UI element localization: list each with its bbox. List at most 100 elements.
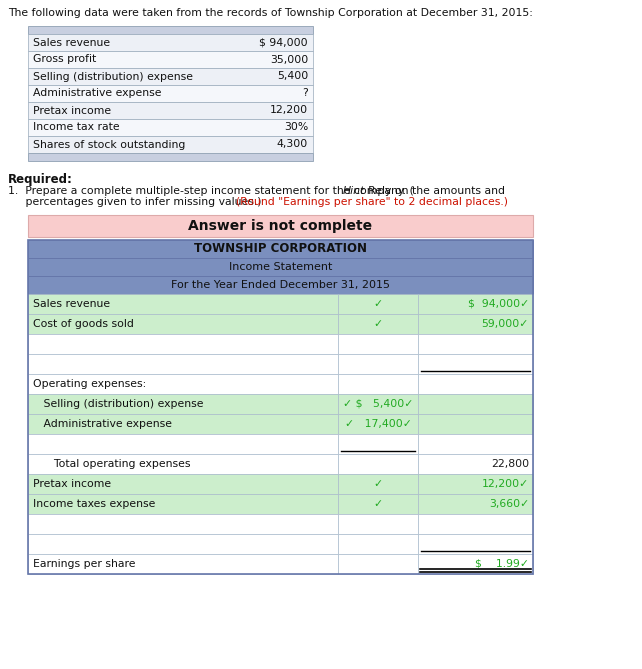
Bar (28, 554, 338, 574)
Bar (418, 394, 533, 414)
Bar (418, 434, 533, 454)
Text: Selling (distribution) expense: Selling (distribution) expense (33, 399, 204, 409)
Bar (28, 494, 338, 514)
Text: 3,660✓: 3,660✓ (489, 499, 529, 509)
Text: ?: ? (302, 88, 308, 98)
Text: Administrative expense: Administrative expense (33, 88, 162, 98)
Bar (338, 494, 418, 514)
Bar (418, 334, 533, 354)
Text: ✓   17,400✓: ✓ 17,400✓ (345, 419, 412, 429)
Bar (338, 374, 418, 394)
Bar (28, 258, 533, 276)
Text: $ 94,000: $ 94,000 (259, 37, 308, 47)
Text: Income taxes expense: Income taxes expense (33, 499, 155, 509)
Text: Hint: Hint (343, 186, 365, 196)
Bar (28, 276, 533, 294)
Bar (418, 294, 533, 314)
Bar (28, 215, 533, 237)
Bar (418, 494, 533, 514)
Bar (28, 136, 313, 153)
Bar (338, 414, 418, 434)
Bar (418, 474, 533, 494)
Bar (418, 374, 533, 394)
Text: (Round "Earnings per share" to 2 decimal places.): (Round "Earnings per share" to 2 decimal… (236, 197, 508, 207)
Bar (28, 294, 338, 314)
Text: 1.  Prepare a complete multiple-step income statement for the company. (: 1. Prepare a complete multiple-step inco… (8, 186, 413, 196)
Bar (28, 354, 338, 374)
Bar (418, 514, 533, 534)
Bar (28, 153, 313, 161)
Text: Required:: Required: (8, 173, 73, 186)
Text: Total operating expenses: Total operating expenses (33, 459, 191, 469)
Text: Pretax income: Pretax income (33, 479, 111, 489)
Text: ✓: ✓ (374, 319, 383, 329)
Bar (338, 334, 418, 354)
Bar (28, 414, 338, 434)
Bar (28, 102, 313, 119)
Bar (28, 394, 338, 414)
Bar (28, 51, 313, 68)
Text: $    1.99✓: $ 1.99✓ (475, 559, 529, 569)
Text: 12,200✓: 12,200✓ (482, 479, 529, 489)
Bar (418, 554, 533, 574)
Bar (28, 85, 313, 102)
Text: Pretax income: Pretax income (33, 106, 111, 116)
Bar (28, 314, 338, 334)
Bar (28, 240, 533, 258)
Text: 5,400: 5,400 (277, 72, 308, 82)
Bar (28, 474, 338, 494)
Text: percentages given to infer missing values.): percentages given to infer missing value… (8, 197, 265, 207)
Text: ✓: ✓ (374, 299, 383, 309)
Text: TOWNSHIP CORPORATION: TOWNSHIP CORPORATION (194, 242, 367, 256)
Bar (338, 394, 418, 414)
Bar (338, 534, 418, 554)
Bar (28, 334, 338, 354)
Bar (338, 354, 418, 374)
Text: Sales revenue: Sales revenue (33, 299, 110, 309)
Text: Income Statement: Income Statement (229, 262, 332, 272)
Text: 22,800: 22,800 (491, 459, 529, 469)
Bar (28, 514, 338, 534)
Bar (418, 534, 533, 554)
Text: 4,300: 4,300 (277, 140, 308, 149)
Text: ✓: ✓ (374, 499, 383, 509)
Text: Earnings per share: Earnings per share (33, 559, 135, 569)
Text: Selling (distribution) expense: Selling (distribution) expense (33, 72, 193, 82)
Bar (338, 314, 418, 334)
Bar (418, 314, 533, 334)
Bar (28, 374, 338, 394)
Text: Operating expenses:: Operating expenses: (33, 379, 146, 389)
Bar (418, 454, 533, 474)
Text: 30%: 30% (284, 122, 308, 132)
Text: Shares of stock outstanding: Shares of stock outstanding (33, 140, 186, 149)
Text: ✓ $   5,400✓: ✓ $ 5,400✓ (343, 399, 413, 409)
Text: 12,200: 12,200 (270, 106, 308, 116)
Text: Gross profit: Gross profit (33, 54, 96, 64)
Bar (28, 534, 338, 554)
Text: : Rely on the amounts and: : Rely on the amounts and (361, 186, 505, 196)
Bar (28, 119, 313, 136)
Bar (28, 68, 313, 85)
Text: The following data were taken from the records of Township Corporation at Decemb: The following data were taken from the r… (8, 8, 533, 18)
Bar (28, 240, 533, 574)
Text: For the Year Ended December 31, 2015: For the Year Ended December 31, 2015 (171, 280, 390, 290)
Text: ✓: ✓ (374, 479, 383, 489)
Text: 35,000: 35,000 (270, 54, 308, 64)
Bar (338, 514, 418, 534)
Text: 59,000✓: 59,000✓ (482, 319, 529, 329)
Bar (338, 294, 418, 314)
Text: Answer is not complete: Answer is not complete (189, 219, 372, 233)
Text: $  94,000✓: $ 94,000✓ (468, 299, 529, 309)
Text: Cost of goods sold: Cost of goods sold (33, 319, 134, 329)
Text: Administrative expense: Administrative expense (33, 419, 172, 429)
Bar (338, 474, 418, 494)
Text: Income tax rate: Income tax rate (33, 122, 119, 132)
Bar (28, 34, 313, 51)
Bar (28, 434, 338, 454)
Bar (28, 454, 338, 474)
Bar (418, 354, 533, 374)
Bar (28, 26, 313, 34)
Bar (338, 454, 418, 474)
Bar (338, 434, 418, 454)
Text: Sales revenue: Sales revenue (33, 37, 110, 47)
